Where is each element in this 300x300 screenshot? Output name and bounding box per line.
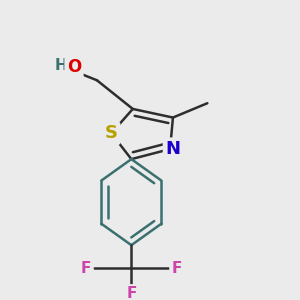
Text: S: S bbox=[105, 124, 118, 142]
Text: F: F bbox=[81, 261, 91, 276]
Text: F: F bbox=[126, 286, 136, 300]
Text: F: F bbox=[172, 261, 182, 276]
Text: H: H bbox=[55, 58, 68, 74]
Text: N: N bbox=[165, 140, 180, 158]
Text: O: O bbox=[67, 58, 81, 76]
